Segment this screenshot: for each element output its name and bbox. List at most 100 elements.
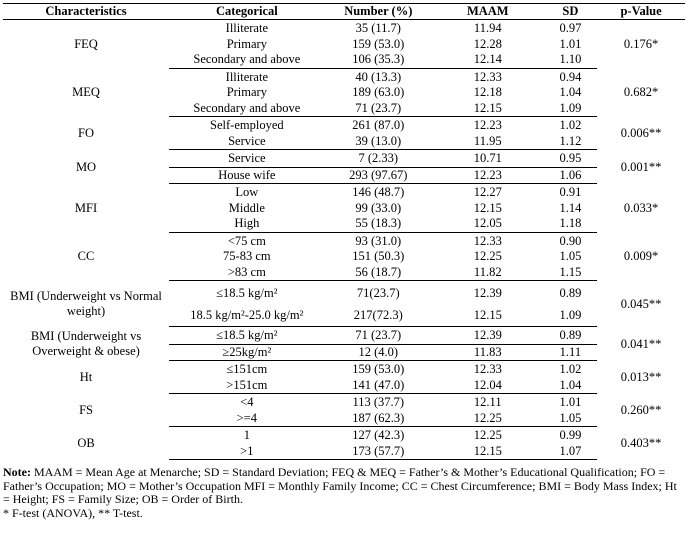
column-header: MAAM: [431, 3, 544, 20]
table-row: FEQ Illiterate 35 (11.7) 11.94 0.97 0.176*: [3, 20, 685, 51]
maam-cell: 11.94: [473, 21, 502, 36]
table-row: Primary 159 (53.0) 12.28 1.01: [3, 37, 685, 53]
table-row: >1 173 (57.7) 12.15 1.07: [3, 443, 685, 460]
category-cell: >=4: [169, 410, 325, 427]
number-cell: 151 (50.3): [352, 249, 405, 264]
maam-cell: 12.18: [473, 85, 502, 100]
maam-cell: 12.15: [473, 200, 502, 215]
test-legend: * F-test (ANOVA), ** T-test.: [3, 505, 143, 520]
header-row: Characteristics Categorical Number (%) MAAM…: [3, 3, 685, 20]
number-cell: 173 (57.7): [324, 443, 432, 460]
sd-cell: 1.12: [543, 133, 598, 150]
table-row: Secondary and above 106 (35.3) 12.14 1.10: [3, 52, 685, 69]
characteristic-cell: Ht: [79, 370, 93, 384]
number-cell: 127 (42.3): [352, 428, 405, 443]
sd-cell: 0.97: [559, 21, 582, 36]
category-cell: ≤18.5 kg/m²: [169, 326, 325, 345]
sd-cell: 1.09: [543, 100, 598, 117]
category-cell: Illiterate: [225, 69, 268, 84]
sd-cell: 1.09: [543, 304, 598, 327]
number-cell: 189 (63.0): [352, 85, 405, 100]
maam-cell: 12.27: [473, 185, 502, 200]
column-header: Number (%): [324, 3, 432, 20]
table-row: Middle 99 (33.0) 12.15 1.14: [3, 201, 685, 217]
table-row: High 55 (18.3) 12.05 1.18: [3, 216, 685, 233]
p-value-cell: 0.403**: [620, 436, 662, 450]
table-row: Secondary and above 71 (23.7) 12.15 1.09: [3, 100, 685, 117]
maam-cell: 12.15: [431, 100, 544, 117]
maam-cell: 12.04: [431, 377, 544, 394]
characteristic-cell: CC: [77, 249, 95, 264]
characteristic-cell: FO: [78, 126, 94, 140]
sd-cell: 0.95: [543, 149, 598, 168]
column-header: p-Value: [597, 3, 685, 20]
table-row: House wife 293 (97.67) 12.23 1.06: [3, 167, 685, 184]
table-note: Note: MAAM = Mean Age at Menarche; SD = …: [3, 465, 683, 520]
characteristic-cell: MEQ: [72, 85, 100, 100]
category-cell: Low: [235, 185, 259, 200]
maam-cell: 12.14: [431, 52, 544, 69]
characteristic-cell: OB: [77, 436, 95, 450]
number-cell: 56 (18.7): [324, 264, 432, 281]
category-cell: 18.5 kg/m²-25.0 kg/m²: [169, 304, 325, 327]
sd-cell: 1.02: [559, 118, 582, 133]
column-header: SD: [543, 3, 598, 20]
category-cell: Primary: [226, 85, 267, 100]
maam-cell: 10.71: [431, 149, 544, 168]
table-row: OB 1 127 (42.3) 12.25 0.99 0.403**: [3, 427, 685, 450]
number-cell: 141 (47.0): [324, 377, 432, 394]
sd-cell: 1.01: [559, 395, 582, 410]
number-cell: 93 (31.0): [355, 233, 402, 248]
maam-cell: 12.33: [473, 233, 502, 248]
table-row: FS <4 113 (37.7) 12.11 1.01 0.260**: [3, 394, 685, 417]
maam-cell: 11.82: [431, 264, 544, 281]
note-text: MAAM = Mean Age at Menarche; SD = Standa…: [3, 465, 677, 506]
number-cell: 7 (2.33): [324, 149, 432, 168]
sd-cell: 1.05: [543, 410, 598, 427]
category-cell: >1: [169, 443, 325, 460]
category-cell: Illiterate: [225, 21, 268, 36]
number-cell: 113 (37.7): [352, 395, 405, 410]
number-cell: 187 (62.3): [324, 410, 432, 427]
table-row: Ht ≤151cm 159 (53.0) 12.33 1.02 0.013**: [3, 361, 685, 384]
table-row: BMI (Underweight vs Overweight & obese) ≤…: [3, 326, 685, 358]
category-cell: 75-83 cm: [223, 249, 271, 264]
table-row: ≥25kg/m² 12 (4.0) 11.83 1.11: [3, 344, 685, 361]
category-cell: High: [169, 216, 325, 233]
category-cell: Self-employed: [210, 118, 284, 133]
number-cell: 71 (23.7): [324, 326, 432, 345]
p-value-cell: 0.033*: [623, 200, 659, 215]
characteristic-cell: BMI (Underweight vs Normal weight): [10, 289, 162, 318]
maam-cell: 12.39: [431, 326, 544, 345]
number-cell: 159 (53.0): [352, 36, 405, 51]
p-value-cell: 0.001**: [620, 159, 662, 174]
p-value-cell: 0.260**: [620, 403, 662, 417]
number-cell: 71(23.7): [356, 285, 400, 300]
maam-cell: 12.15: [431, 304, 544, 327]
maam-cell: 12.33: [473, 69, 502, 84]
sd-cell: 1.04: [543, 377, 598, 394]
column-header: Characteristics: [3, 3, 170, 20]
maam-cell: 12.23: [431, 167, 544, 184]
category-cell: ≤18.5 kg/m²: [216, 285, 278, 300]
sd-cell: 0.94: [559, 69, 582, 84]
category-cell: Service: [169, 133, 325, 150]
sd-cell: 1.07: [543, 443, 598, 460]
number-cell: 39 (13.0): [324, 133, 432, 150]
table-row: MFI Low 146 (48.7) 12.27 0.91 0.033*: [3, 184, 685, 215]
table-row: CC <75 cm 93 (31.0) 12.33 0.90 0.009*: [3, 232, 685, 264]
sd-cell: 0.89: [543, 326, 598, 345]
maam-cell: 11.95: [431, 133, 544, 150]
table-row: BMI (Underweight vs Normal weight) ≤18.5 …: [3, 281, 685, 319]
category-cell: <4: [240, 395, 254, 410]
sd-cell: 0.91: [559, 185, 582, 200]
number-cell: 99 (33.0): [355, 200, 402, 215]
sd-cell: 1.06: [543, 167, 598, 184]
number-cell: 159 (53.0): [352, 362, 405, 377]
sd-cell: 1.04: [559, 85, 582, 100]
number-cell: 35 (11.7): [355, 21, 401, 36]
p-value-cell: 0.045**: [620, 296, 662, 311]
table-row: MO Service 7 (2.33) 10.71 0.95 0.001**: [3, 149, 685, 174]
category-cell: ≥25kg/m²: [169, 344, 325, 361]
number-cell: 293 (97.67): [324, 167, 432, 184]
